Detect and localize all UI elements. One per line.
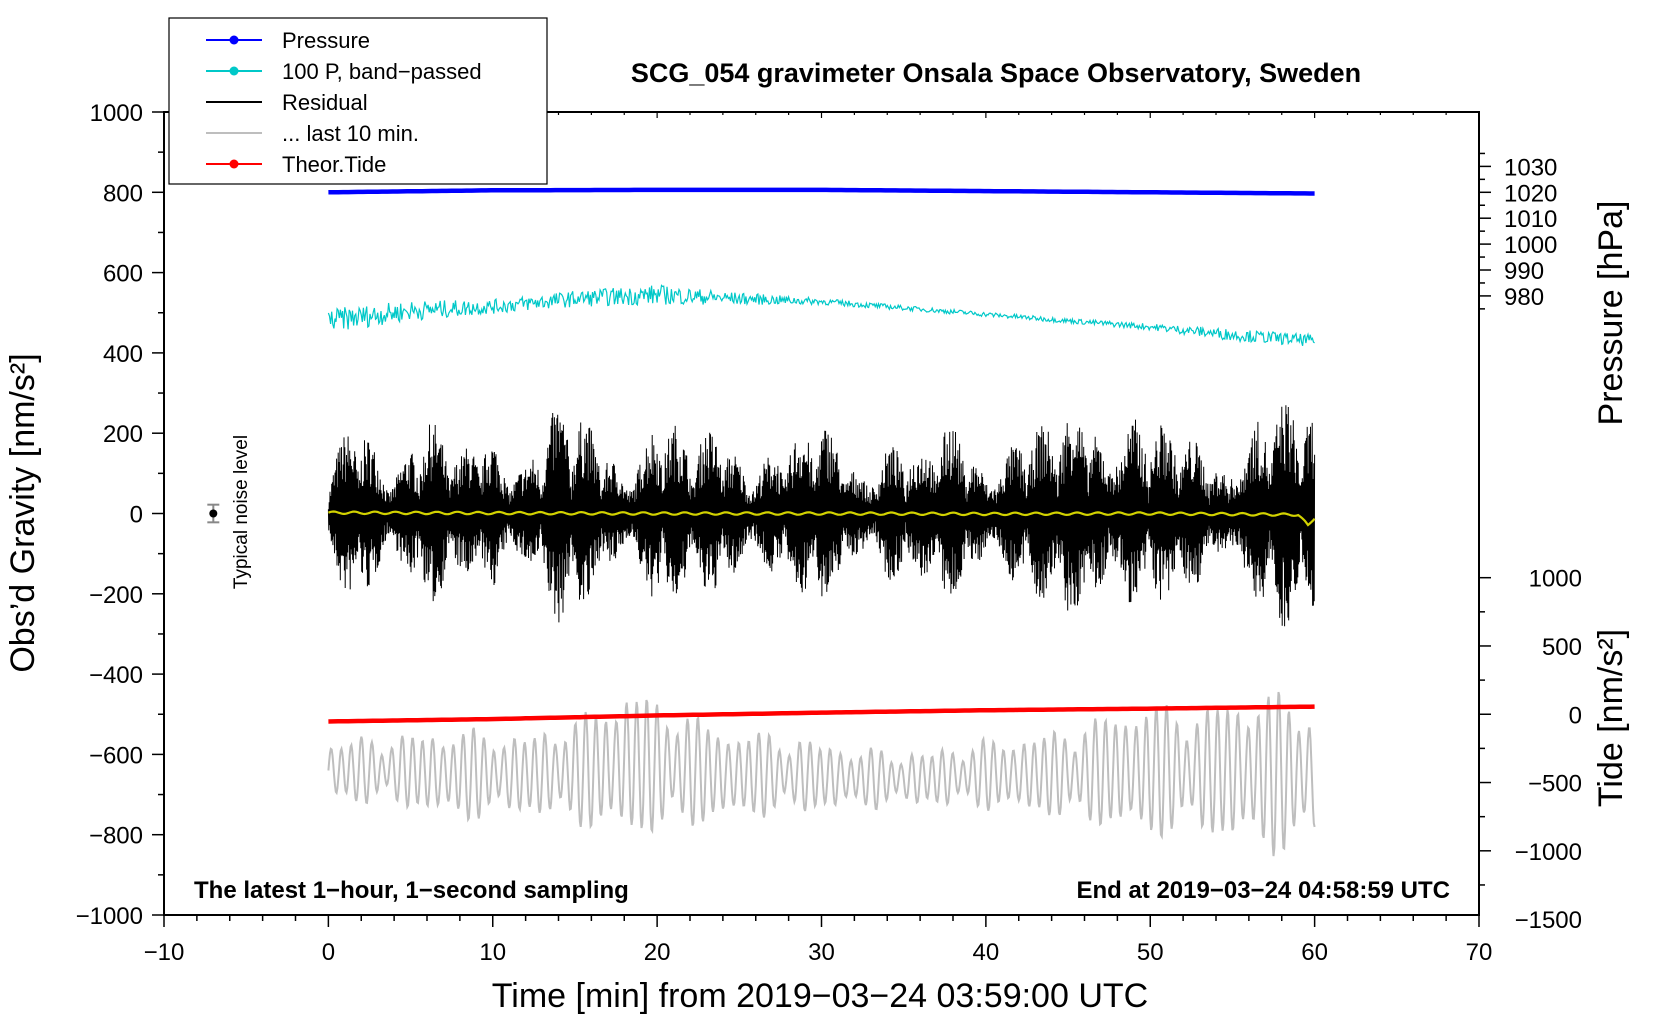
y-tick-label: −800 — [89, 823, 143, 850]
series-residual-smoothed — [328, 510, 1316, 527]
x-tick-label: 10 — [479, 939, 506, 966]
series-last-10-min-line — [327, 691, 1316, 857]
x-tick-label: 30 — [808, 939, 835, 966]
series-residual-smoothed-line — [328, 510, 1316, 527]
pressure-tick-label: 1020 — [1504, 180, 1557, 207]
tide-tick-label: −500 — [1528, 771, 1582, 798]
x-tick-label: 60 — [1301, 939, 1328, 966]
legend-label: ... last 10 min. — [282, 121, 419, 146]
pressure-tick-label: 1030 — [1504, 154, 1557, 181]
y-tick-label: 800 — [103, 180, 143, 207]
legend-label: 100 P, band−passed — [282, 59, 482, 84]
series-pressure-line — [328, 187, 1315, 196]
legend-label: Theor.Tide — [282, 152, 386, 177]
y-tick-label: 400 — [103, 341, 143, 368]
tide-tick-label: −1500 — [1515, 907, 1582, 934]
series-residual-line — [327, 405, 1316, 627]
y-tick-label: −400 — [89, 662, 143, 689]
series-theoretical-tide — [328, 704, 1315, 724]
y-tick-label: −200 — [89, 582, 143, 609]
tide-tick-label: 1000 — [1529, 566, 1582, 593]
series-band-passed-pressure — [327, 284, 1315, 346]
x-tick-label: −10 — [144, 939, 185, 966]
legend-label: Pressure — [282, 28, 370, 53]
y-axis-label-pressure: Pressure [hPa] — [1592, 201, 1630, 426]
y-axis-tide-ticks: −1500 −1000 −500 0 500 1000 — [1479, 566, 1582, 934]
legend-marker — [229, 35, 239, 45]
series-pressure — [328, 187, 1315, 196]
tide-tick-label: 500 — [1542, 634, 1582, 661]
y-axis-label-tide: Tide [nm/s²] — [1592, 629, 1630, 807]
x-axis-label: Time [min] from 2019−03−24 03:59:00 UTC — [492, 977, 1148, 1015]
pressure-tick-label: 1010 — [1504, 206, 1557, 233]
y-axis-left-ticks: −1000 −800 −600 −400 −200 0 200 400 600 800 1000 — [76, 100, 164, 930]
pressure-tick-label: 1000 — [1504, 232, 1557, 259]
chart-title: SCG_054 gravimeter Onsala Space Observat… — [631, 58, 1361, 88]
y-tick-label: 1000 — [90, 100, 143, 127]
legend: Pressure 100 P, band−passed Residual ... la… — [168, 17, 548, 185]
x-tick-label: 40 — [973, 939, 1000, 966]
legend-marker — [229, 159, 239, 169]
series-residual — [327, 405, 1316, 627]
y-tick-label: 600 — [103, 261, 143, 288]
y-tick-label: −600 — [89, 742, 143, 769]
legend-label: Residual — [282, 90, 368, 115]
y-tick-label: 200 — [103, 421, 143, 448]
pressure-tick-label: 980 — [1504, 284, 1544, 311]
noise-dot — [209, 509, 218, 518]
annotation-end-time: End at 2019−03−24 04:58:59 UTC — [1076, 877, 1450, 904]
y-tick-label: −1000 — [76, 903, 143, 930]
series-last-10-min — [327, 691, 1316, 857]
tide-tick-label: −1000 — [1515, 839, 1582, 866]
noise-level-label: Typical noise level — [231, 435, 252, 589]
noise-level-marker: Typical noise level — [207, 435, 252, 589]
y-tick-label: 0 — [130, 502, 143, 529]
x-tick-label: 70 — [1466, 939, 1493, 966]
x-axis-ticks: −10 0 10 20 30 40 50 60 70 — [144, 112, 1493, 966]
x-tick-label: 50 — [1137, 939, 1164, 966]
y-axis-label-left-text: Obs’d Gravity [nm/s²] — [4, 353, 42, 672]
x-tick-label: 20 — [644, 939, 671, 966]
x-tick-label: 0 — [322, 939, 335, 966]
tide-tick-label: 0 — [1569, 702, 1582, 729]
series-tide-line — [328, 704, 1315, 724]
annotation-sampling: The latest 1−hour, 1−second sampling — [194, 877, 629, 904]
y-axis-label-left: Obs’d Gravity [nm/s²] — [4, 353, 42, 672]
legend-marker — [229, 66, 239, 76]
series-band-passed-line — [327, 284, 1315, 346]
pressure-tick-label: 990 — [1504, 258, 1544, 285]
